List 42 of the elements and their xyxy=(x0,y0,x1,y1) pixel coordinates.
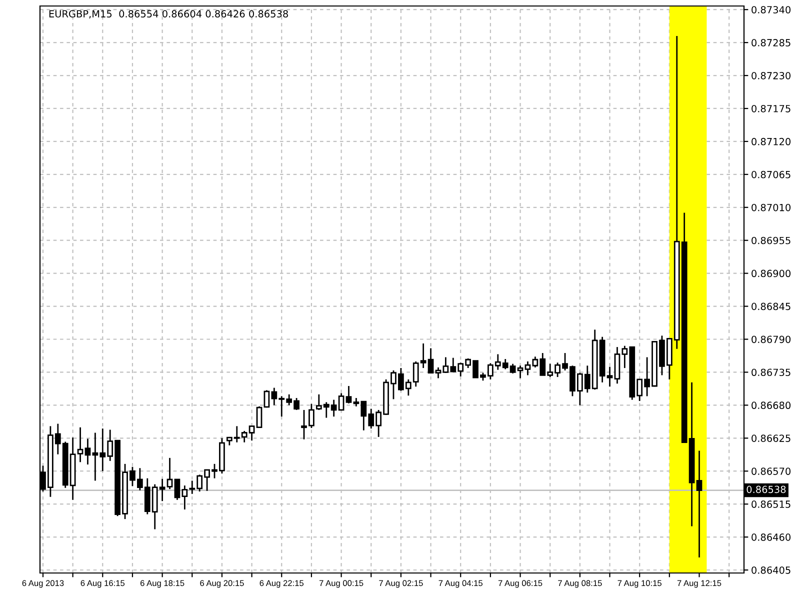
y-tick-label: 0.87120 xyxy=(752,138,791,146)
y-tick-label: 0.87065 xyxy=(752,170,790,178)
y-tick-label: 0.86845 xyxy=(752,302,790,310)
x-tick-label: 6 Aug 2013 xyxy=(22,580,64,588)
candlestick xyxy=(77,426,84,463)
candlestick xyxy=(435,366,442,379)
candlestick xyxy=(84,438,91,466)
x-tick-label: 7 Aug 04:15 xyxy=(438,580,483,588)
chart-title: EURGBP,M15 0.86554 0.86604 0.86426 0.86538 xyxy=(49,10,288,18)
x-tick-label: 7 Aug 12:15 xyxy=(677,580,722,588)
y-tick-label: 0.86405 xyxy=(752,566,790,574)
candlestick xyxy=(346,385,352,404)
y-tick-label: 0.87230 xyxy=(752,72,791,80)
ref-line-label: 0.86538 xyxy=(746,486,786,494)
y-tick-label: 0.86900 xyxy=(752,270,791,278)
y-tick-label: 0.86790 xyxy=(752,336,791,344)
candlestick xyxy=(524,360,531,376)
x-tick-label: 7 Aug 10:15 xyxy=(618,580,662,588)
y-tick-label: 0.87175 xyxy=(752,104,790,112)
y-tick-label: 0.87010 xyxy=(752,204,791,212)
candlestick xyxy=(696,450,702,558)
candlestick xyxy=(606,366,613,388)
y-tick-label: 0.86460 xyxy=(752,534,791,541)
y-tick-label: 0.87340 xyxy=(752,6,791,14)
y-tick-label: 0.86735 xyxy=(752,368,790,376)
candlestick xyxy=(517,364,524,379)
x-tick-label: 6 Aug 22:15 xyxy=(260,580,304,588)
y-tick-label: 0.86570 xyxy=(752,468,791,475)
y-tick-label: 0.86955 xyxy=(752,236,790,244)
y-tick-label: 0.87285 xyxy=(752,39,790,46)
y-tick-label: 0.86625 xyxy=(752,434,790,442)
x-tick-label: 6 Aug 16:15 xyxy=(80,580,125,588)
x-tick-label: 7 Aug 08:15 xyxy=(558,580,602,588)
y-tick-label: 0.86515 xyxy=(752,500,790,508)
x-tick-label: 6 Aug 18:15 xyxy=(140,580,184,588)
x-tick-label: 7 Aug 00:15 xyxy=(319,580,364,588)
x-tick-label: 6 Aug 20:15 xyxy=(200,580,244,588)
candlestick xyxy=(256,406,262,429)
x-tick-label: 7 Aug 02:15 xyxy=(379,580,423,588)
candlestick xyxy=(166,457,173,490)
x-tick-label: 7 Aug 06:15 xyxy=(498,580,542,588)
y-tick-label: 0.86680 xyxy=(752,402,791,410)
